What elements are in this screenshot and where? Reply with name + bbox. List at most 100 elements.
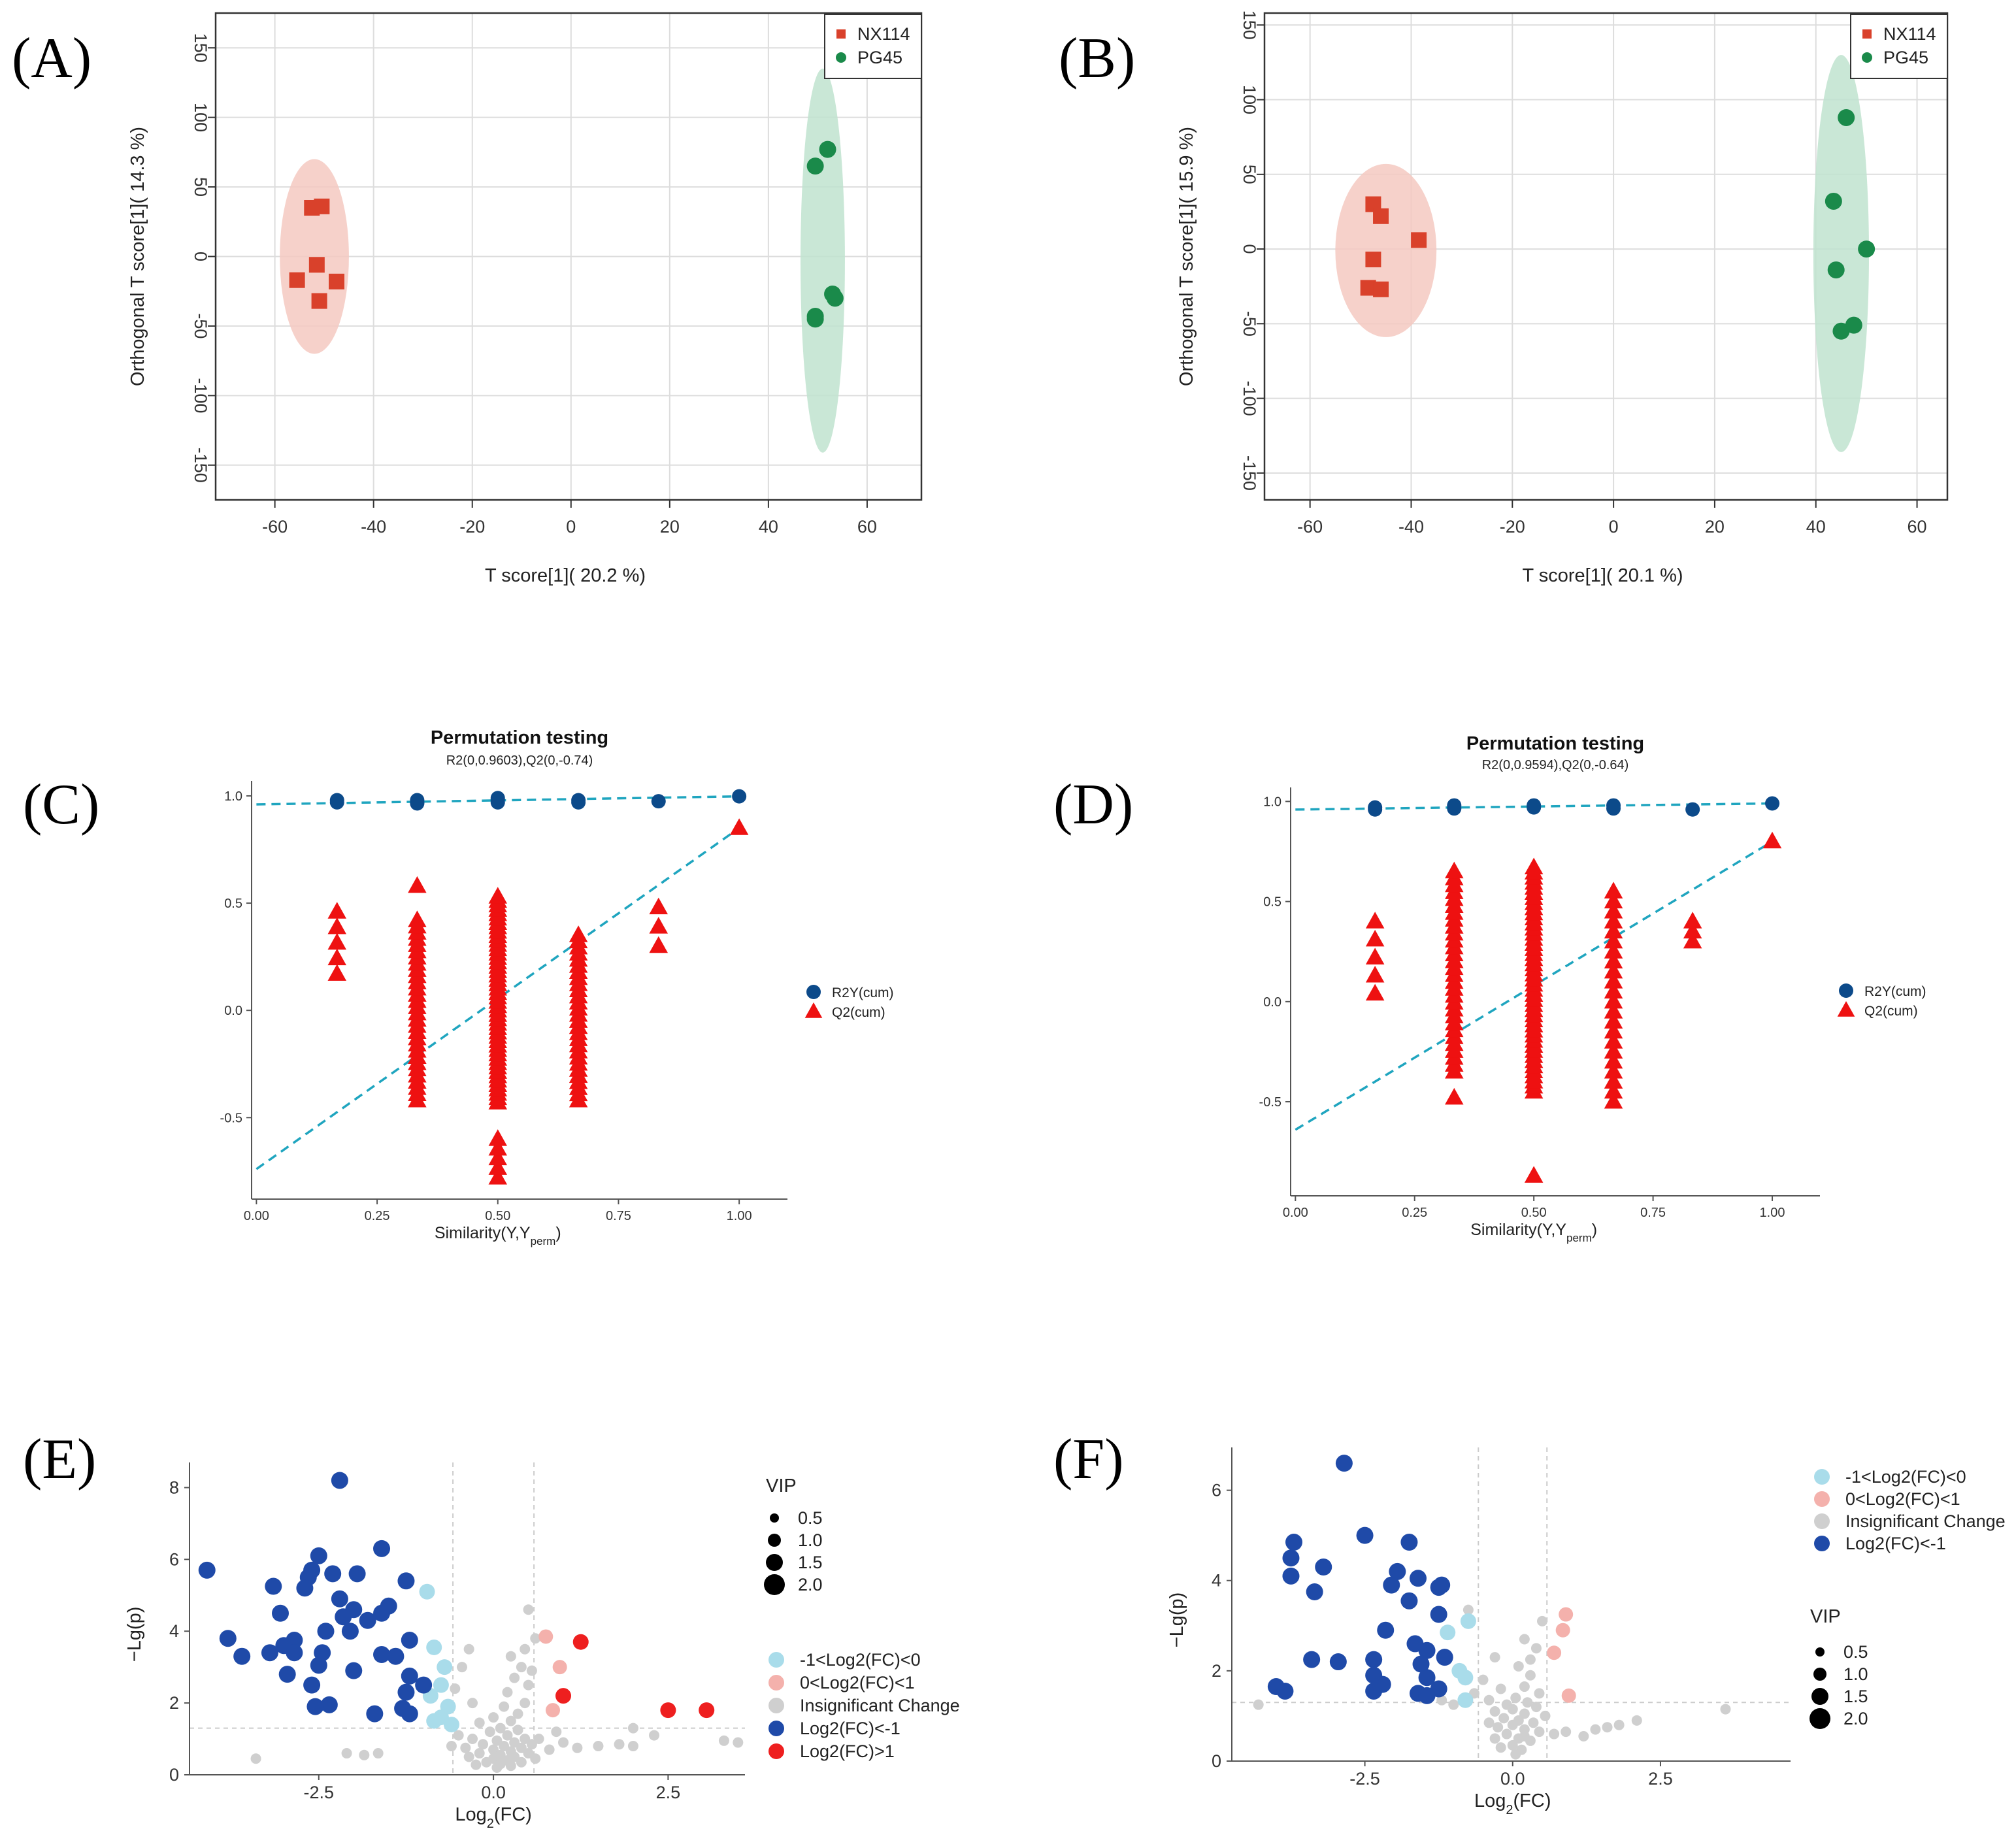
volcano-point bbox=[401, 1631, 418, 1649]
category-legend-marker bbox=[1814, 1491, 1830, 1507]
volcano-point bbox=[544, 1744, 555, 1755]
category-legend-marker bbox=[1814, 1513, 1830, 1529]
y-tick-label: 0.5 bbox=[224, 897, 242, 911]
volcano-point bbox=[505, 1760, 516, 1772]
vip-legend-label: 2.0 bbox=[1843, 1709, 1868, 1728]
x-axis-title-subscript: perm bbox=[1566, 1232, 1592, 1244]
panel-label: (F) bbox=[1053, 1428, 1124, 1491]
q2-point bbox=[1365, 983, 1385, 1001]
q2-point bbox=[488, 1138, 508, 1156]
q2-point bbox=[649, 917, 669, 934]
q2-point bbox=[327, 948, 347, 966]
volcano-point bbox=[397, 1683, 415, 1701]
q2-point bbox=[1762, 831, 1782, 849]
x-axis-title: Log2(FC) bbox=[1474, 1790, 1551, 1817]
panel-c-permutation-plot: (C) Permutation testing R2(0,0.9603),Q2(0,… bbox=[23, 727, 894, 1247]
volcano-point bbox=[1519, 1731, 1530, 1742]
category-legend-label: 0<Log2(FC)<1 bbox=[800, 1673, 915, 1692]
q2-point bbox=[1683, 921, 1702, 939]
volcano-point bbox=[456, 1662, 467, 1673]
x-tick-label: 0.75 bbox=[1640, 1206, 1666, 1220]
legend-marker-nx114 bbox=[1862, 29, 1872, 39]
legend-marker-pg45 bbox=[836, 52, 846, 63]
volcano-point bbox=[446, 1741, 457, 1752]
y-tick-label: 150 bbox=[1240, 10, 1259, 40]
legend-label-pg45: PG45 bbox=[1883, 48, 1928, 67]
x-axis-title: T score[1]( 20.1 %) bbox=[1522, 565, 1683, 586]
confidence-ellipse-pg45 bbox=[800, 69, 845, 453]
volcano-point bbox=[1519, 1634, 1530, 1645]
volcano-point bbox=[1602, 1722, 1613, 1733]
y-tick-label: 0 bbox=[169, 1765, 179, 1785]
volcano-point bbox=[512, 1724, 523, 1736]
volcano-point bbox=[1528, 1717, 1539, 1728]
volcano-point bbox=[649, 1730, 660, 1741]
legend-box bbox=[1850, 14, 1948, 79]
vip-legend-label: 1.5 bbox=[1843, 1687, 1868, 1706]
vip-legend-marker bbox=[1815, 1647, 1825, 1657]
q2-point bbox=[408, 910, 427, 927]
x-tick-label: -40 bbox=[361, 517, 386, 536]
q2-point bbox=[327, 917, 347, 934]
volcano-point bbox=[433, 1677, 449, 1693]
volcano-point bbox=[1631, 1715, 1642, 1726]
volcano-point bbox=[1410, 1570, 1427, 1587]
x-tick-label: -20 bbox=[459, 517, 485, 536]
volcano-point bbox=[286, 1644, 303, 1662]
q2-point bbox=[488, 1129, 508, 1146]
y-tick-label: 150 bbox=[191, 33, 210, 63]
volcano-point bbox=[1525, 1654, 1536, 1665]
data-point-nx114 bbox=[314, 198, 330, 214]
volcano-point bbox=[463, 1751, 474, 1762]
r2y-point bbox=[490, 795, 505, 810]
volcano-point bbox=[555, 1688, 572, 1704]
q2-point bbox=[1604, 1012, 1623, 1029]
volcano-point bbox=[558, 1737, 569, 1748]
x-tick-label: 40 bbox=[759, 517, 778, 536]
r2y-point bbox=[1606, 801, 1621, 816]
category-legend-marker bbox=[1814, 1536, 1830, 1551]
q2-point bbox=[1683, 931, 1702, 949]
volcano-point bbox=[1276, 1682, 1294, 1700]
q2-point bbox=[1604, 1072, 1623, 1089]
volcano-point bbox=[1430, 1579, 1447, 1596]
q2-point bbox=[1445, 1087, 1464, 1105]
volcano-point bbox=[261, 1644, 278, 1662]
volcano-point bbox=[324, 1565, 342, 1583]
volcano-point bbox=[1613, 1719, 1625, 1730]
volcano-point bbox=[1440, 1625, 1456, 1641]
volcano-point bbox=[523, 1604, 534, 1615]
volcano-point bbox=[495, 1723, 506, 1734]
volcano-point bbox=[512, 1708, 523, 1719]
data-point-pg45 bbox=[819, 140, 836, 158]
volcano-point bbox=[453, 1730, 464, 1741]
category-legend-marker bbox=[1814, 1469, 1830, 1485]
panel-label: (D) bbox=[1053, 773, 1133, 836]
legend-marker-q2 bbox=[1837, 1001, 1855, 1017]
chart-title: Permutation testing bbox=[1466, 733, 1644, 754]
r2y-point bbox=[732, 789, 747, 804]
y-tick-label: -0.5 bbox=[220, 1111, 242, 1125]
volcano-point bbox=[523, 1679, 534, 1691]
x-axis-title: Similarity(Y,Yperm) bbox=[435, 1224, 561, 1247]
data-point-nx114 bbox=[289, 272, 305, 288]
y-tick-label: 0.5 bbox=[1263, 895, 1281, 910]
volcano-point bbox=[491, 1762, 503, 1773]
legend-marker-pg45 bbox=[1862, 52, 1872, 63]
volcano-point bbox=[1329, 1653, 1347, 1671]
volcano-point bbox=[1383, 1576, 1400, 1594]
volcano-point bbox=[198, 1561, 216, 1579]
volcano-point bbox=[474, 1717, 485, 1728]
y-tick-label: 1.0 bbox=[1263, 795, 1281, 809]
q2-point bbox=[1604, 951, 1623, 969]
y-tick-label: 2 bbox=[169, 1693, 179, 1713]
volcano-point bbox=[387, 1647, 405, 1665]
legend-label-r2y: R2Y(cum) bbox=[1864, 984, 1926, 999]
data-point-pg45 bbox=[1838, 108, 1855, 126]
category-legend-label: Log2(FC)<-1 bbox=[1845, 1534, 1946, 1553]
volcano-point bbox=[1489, 1733, 1500, 1744]
data-point-pg45 bbox=[1827, 261, 1845, 279]
volcano-point bbox=[443, 1717, 459, 1733]
q2-point bbox=[569, 925, 588, 942]
volcano-point bbox=[1489, 1706, 1500, 1717]
